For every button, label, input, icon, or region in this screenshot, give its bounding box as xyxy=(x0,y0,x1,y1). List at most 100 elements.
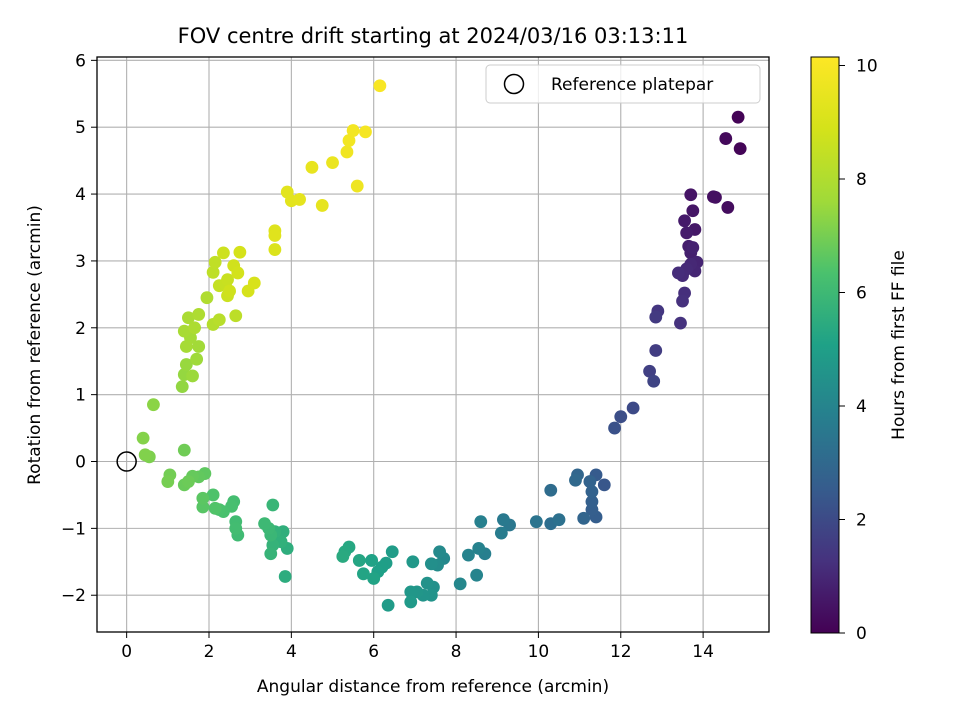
colorbar-tick-label: 0 xyxy=(856,624,867,644)
data-point xyxy=(404,595,418,609)
data-point xyxy=(346,124,360,137)
y-tick-label: 6 xyxy=(75,51,86,71)
x-axis-title: Angular distance from reference (arcmin) xyxy=(257,677,609,697)
data-point xyxy=(719,132,733,145)
x-tick-label: 12 xyxy=(610,642,632,662)
data-point xyxy=(406,555,420,569)
colorbar-tick-label: 10 xyxy=(856,57,878,77)
chart-title: FOV centre drift starting at 2024/03/16 … xyxy=(178,24,689,48)
colorbar-tick-label: 6 xyxy=(856,284,867,304)
x-tick-label: 8 xyxy=(451,642,462,662)
data-point xyxy=(229,521,243,535)
data-point xyxy=(385,545,399,559)
y-tick-label: −2 xyxy=(61,586,86,606)
data-point xyxy=(196,491,210,505)
data-point xyxy=(608,421,621,435)
data-point xyxy=(293,193,306,206)
data-point xyxy=(373,79,387,93)
data-point xyxy=(672,266,685,280)
data-point xyxy=(359,125,372,139)
data-point xyxy=(352,554,366,567)
data-point xyxy=(315,199,329,212)
data-point xyxy=(585,495,599,509)
data-point xyxy=(647,374,661,388)
data-point xyxy=(268,229,282,242)
data-point xyxy=(136,431,150,445)
x-tick-label: 14 xyxy=(692,642,714,662)
data-point xyxy=(497,513,510,527)
data-point xyxy=(552,513,566,527)
data-point xyxy=(208,255,222,269)
data-point xyxy=(684,188,698,202)
data-point xyxy=(182,475,195,488)
y-axis-title: Rotation from reference (arcmin) xyxy=(25,205,45,485)
data-point xyxy=(577,511,591,525)
data-points xyxy=(136,79,747,612)
colorbar-tick-label: 4 xyxy=(856,397,867,417)
y-tick-label: −1 xyxy=(61,519,86,539)
data-point xyxy=(192,340,206,353)
data-point xyxy=(208,501,222,515)
data-point xyxy=(266,498,280,512)
data-point xyxy=(365,554,379,567)
data-point xyxy=(680,226,694,240)
data-point xyxy=(676,294,689,308)
colorbar-tick-label: 2 xyxy=(856,511,867,531)
data-point xyxy=(404,585,418,599)
x-tick-label: 4 xyxy=(286,642,297,662)
data-point xyxy=(190,352,204,366)
x-tick-label: 6 xyxy=(368,642,379,662)
legend-reference-label: Reference platepar xyxy=(551,75,713,95)
data-point xyxy=(177,443,191,457)
data-point xyxy=(233,245,247,259)
data-point xyxy=(177,324,191,338)
grid-lines xyxy=(97,57,769,632)
colorbar-ticks: 0 2 4 6 8 10 xyxy=(839,57,878,644)
data-point xyxy=(217,246,230,260)
data-point xyxy=(494,526,508,540)
x-tick-label: 0 xyxy=(121,642,132,662)
data-point xyxy=(192,308,206,321)
data-point xyxy=(182,311,195,325)
data-point xyxy=(231,266,245,280)
data-point xyxy=(336,550,350,563)
data-point xyxy=(643,364,656,378)
data-point xyxy=(649,344,663,357)
data-point xyxy=(424,557,438,571)
x-tick-label: 2 xyxy=(204,642,215,662)
data-point xyxy=(626,401,640,415)
data-point xyxy=(731,110,745,124)
data-point xyxy=(258,517,271,531)
data-point xyxy=(674,316,687,330)
data-point xyxy=(649,310,663,324)
colorbar-tick-label: 8 xyxy=(856,170,867,190)
data-point xyxy=(583,475,597,488)
y-tick-label: 1 xyxy=(75,386,86,406)
data-point xyxy=(229,309,243,323)
data-point xyxy=(147,398,160,412)
data-point xyxy=(569,473,582,487)
data-point xyxy=(453,577,467,591)
y-tick-label: 5 xyxy=(75,118,86,138)
legend-box xyxy=(485,64,761,104)
data-point xyxy=(161,475,175,488)
reference-platepar-marker xyxy=(116,451,137,472)
y-tick-label: 0 xyxy=(75,453,86,473)
data-point xyxy=(678,214,691,228)
data-point xyxy=(367,572,381,585)
data-point xyxy=(305,160,319,174)
data-point xyxy=(721,201,735,214)
data-point xyxy=(470,568,484,582)
data-point xyxy=(175,380,189,394)
data-point xyxy=(212,313,226,327)
data-point xyxy=(186,369,199,383)
data-point xyxy=(614,410,628,424)
data-point xyxy=(200,291,214,305)
data-point xyxy=(342,134,356,147)
data-point xyxy=(278,570,292,583)
data-point xyxy=(733,142,747,155)
data-point xyxy=(138,448,152,462)
data-point xyxy=(221,273,234,287)
data-point xyxy=(529,515,543,529)
